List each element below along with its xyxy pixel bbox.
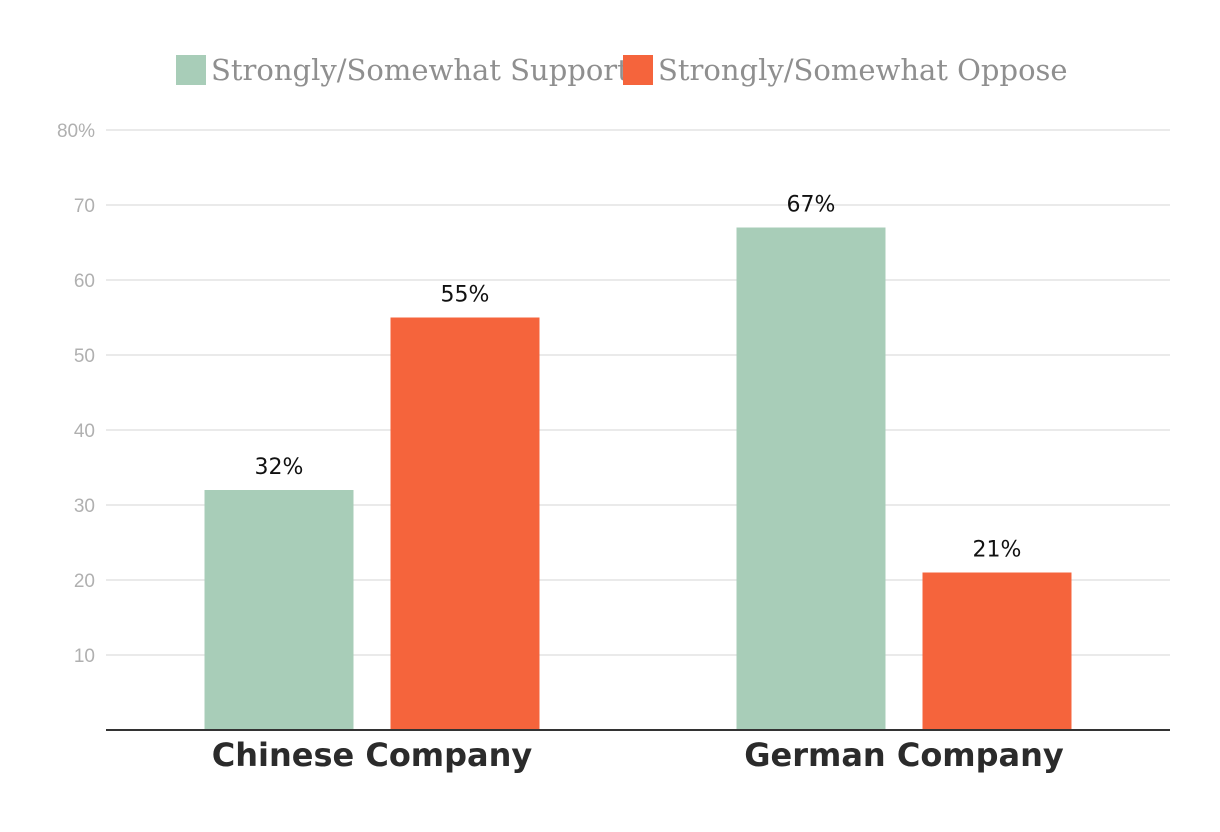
y-tick-label: 70 [74,196,95,217]
data-label: 32% [255,455,304,480]
y-tick-label: 30 [74,496,95,517]
y-tick-label: 40 [74,421,95,442]
y-tick-label: 50 [74,346,95,367]
x-tick-label: Chinese Company [212,736,533,774]
data-label: 67% [787,193,836,218]
bar [922,572,1072,730]
legend-swatch [623,55,653,85]
data-label: 21% [973,538,1022,563]
bar [204,490,354,730]
y-tick-label: 80% [57,121,95,142]
y-tick-label: 10 [74,646,95,667]
legend-label: Strongly/Somewhat Oppose [658,53,1068,87]
bar [390,317,540,730]
y-tick-label: 20 [74,571,95,592]
x-axis-ticks: Chinese Company German Company [212,736,1064,774]
x-tick-label: German Company [744,736,1064,774]
bars [204,227,1072,730]
y-axis-ticks: 10 20 30 40 50 60 70 80% [57,121,95,667]
data-labels: 32% 55% 67% 21% [255,193,1022,563]
legend-label: Strongly/Somewhat Support [211,53,629,87]
data-label: 55% [441,283,490,308]
legend-swatch [176,55,206,85]
legend: Strongly/Somewhat Support Strongly/Somewh… [176,53,1068,87]
bar [736,227,886,730]
y-tick-label: 60 [74,271,95,292]
